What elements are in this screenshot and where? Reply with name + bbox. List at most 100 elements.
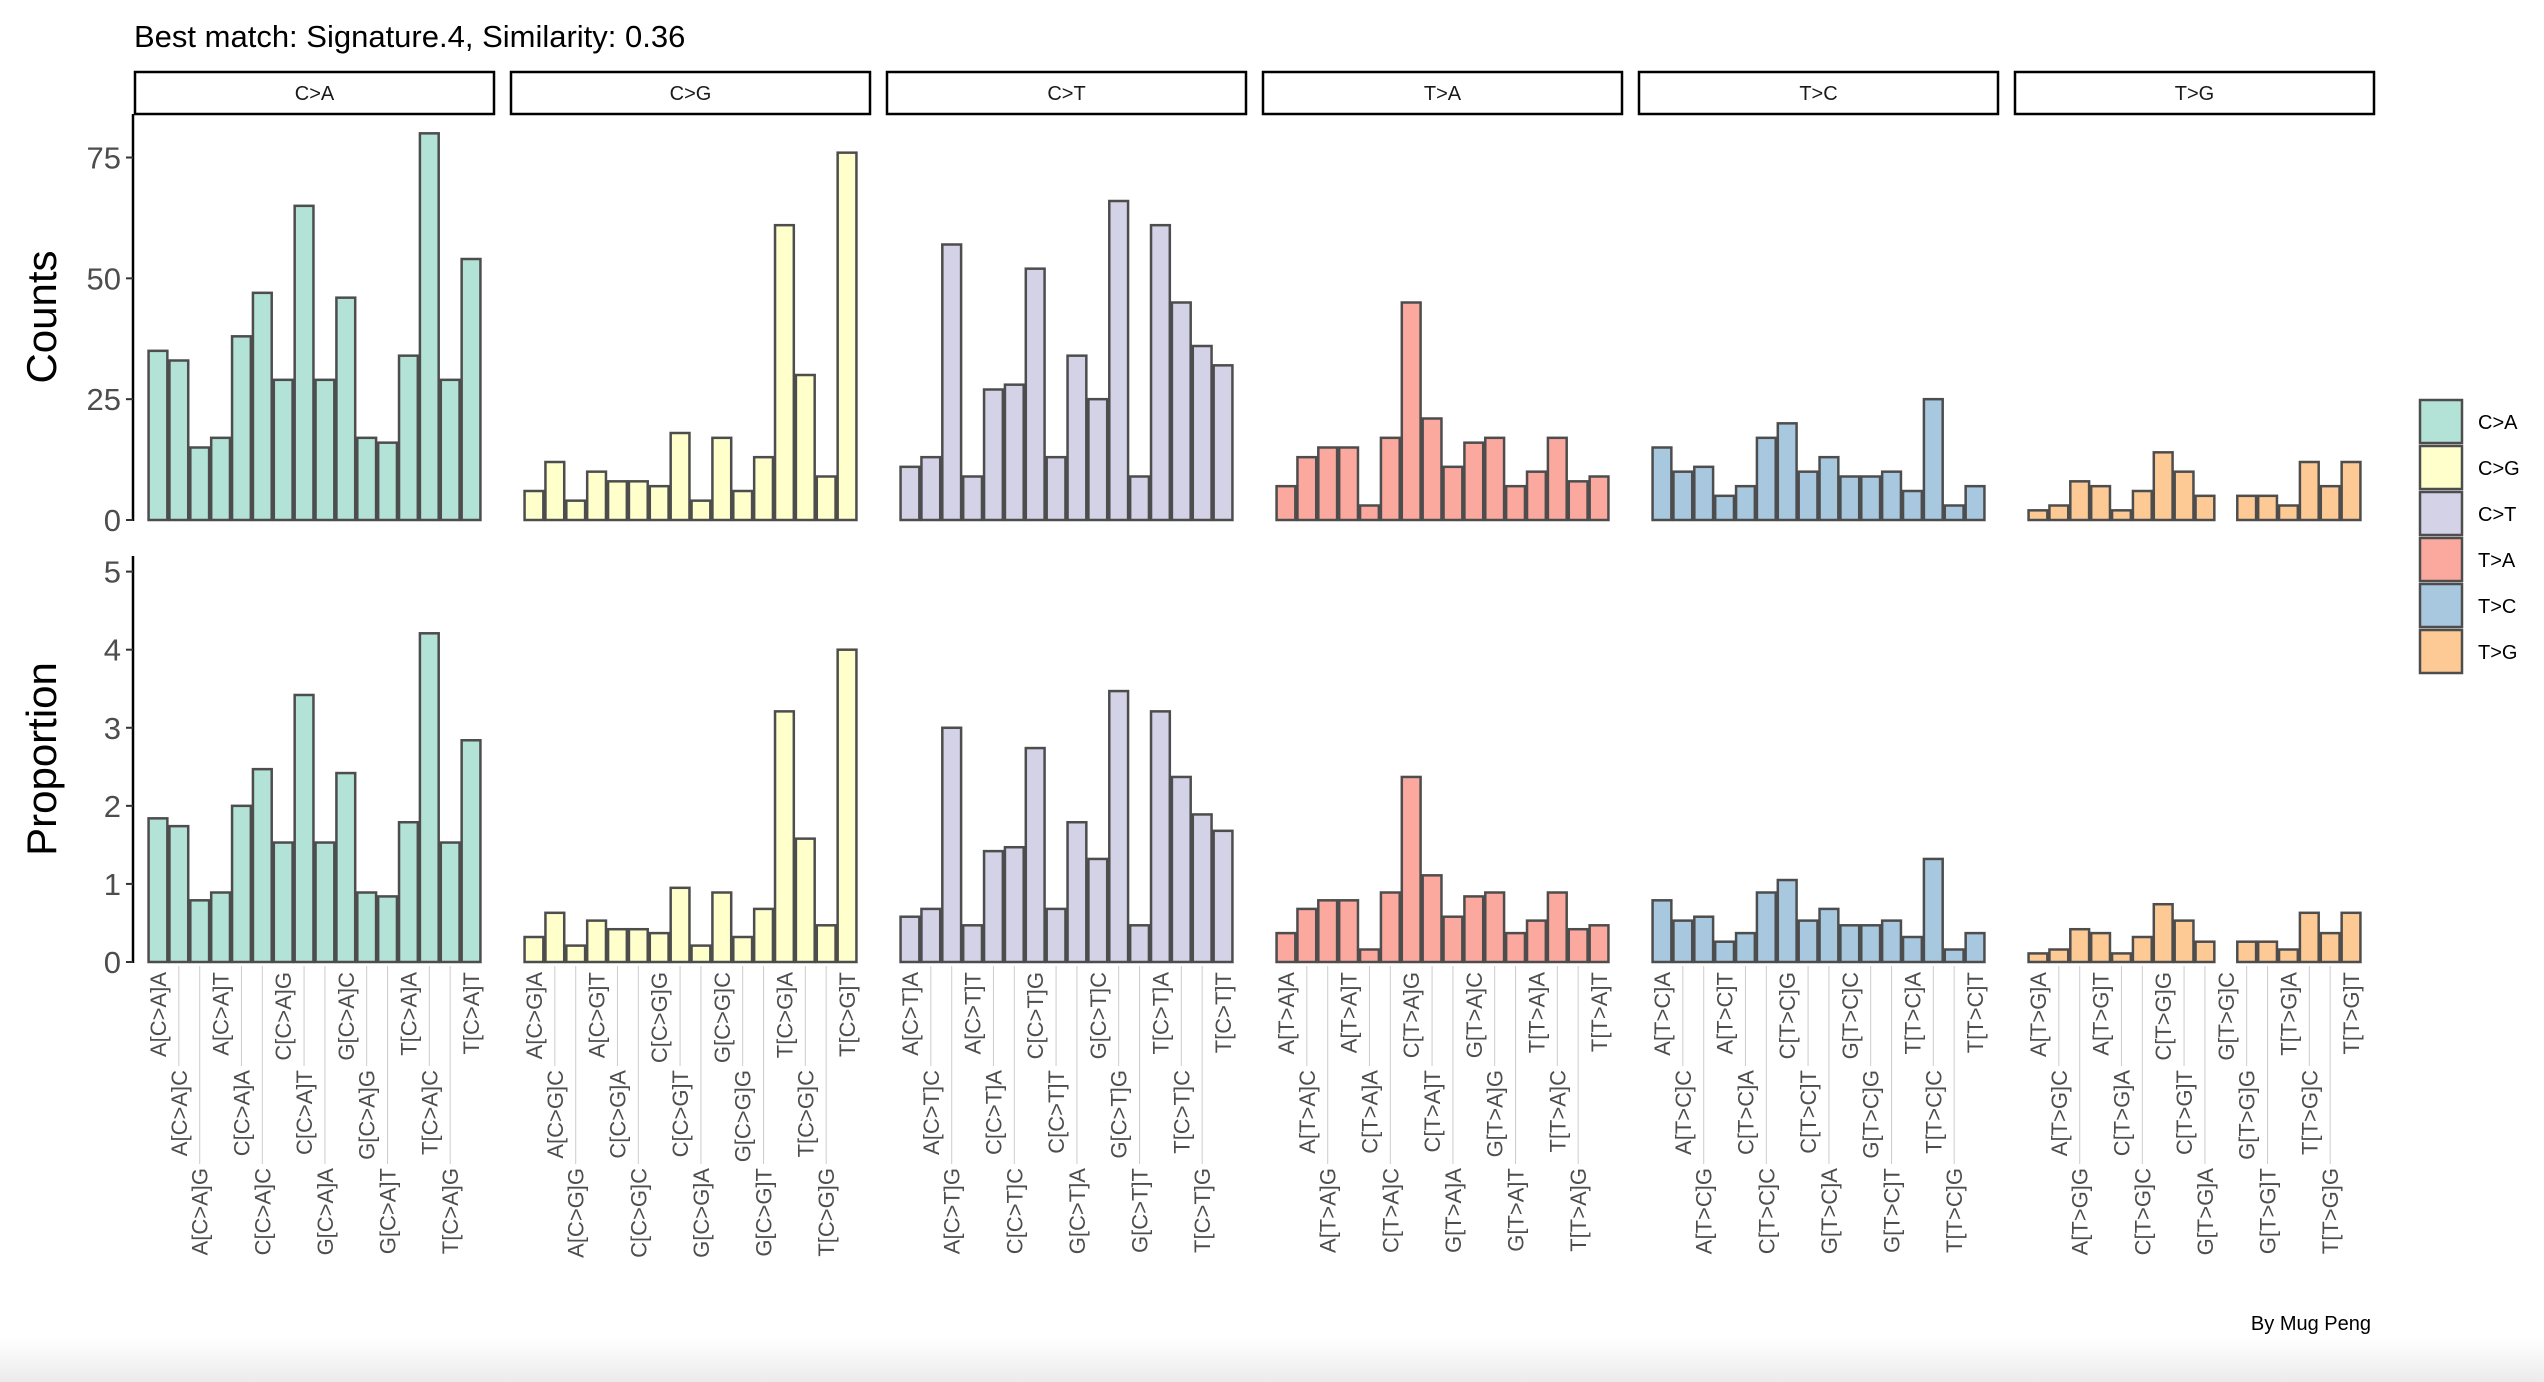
legend-label: C>G: [2478, 458, 2520, 480]
bar: [147, 817, 169, 964]
bar: [544, 911, 566, 964]
x-tick-label: G[T>A]G: [1483, 1070, 1508, 1157]
bar: [606, 927, 629, 964]
proportion-panel: 0 1 2 3 4 5 Proportion A[C>A]A A[C>A]C A[C>A]G A[C…: [18, 555, 2364, 1258]
bar: [1588, 475, 1610, 522]
bar: [2277, 948, 2300, 964]
legend-swatch: [2418, 628, 2464, 675]
bar: [2069, 480, 2091, 522]
bar: [1191, 813, 1213, 964]
bar: [1734, 484, 1757, 522]
bar: [2298, 911, 2320, 964]
bar: [2089, 484, 2112, 522]
bar: [189, 446, 211, 522]
facet-strips: C>A C>G C>T T>A T>C T>G: [133, 70, 2376, 116]
bar: [1337, 899, 1360, 964]
legend: C>A C>G C>T T>A T>C T>G: [2418, 398, 2520, 675]
legend-swatch: [2418, 398, 2464, 445]
bar: [2027, 952, 2049, 964]
bar: [565, 944, 587, 964]
bar: [1108, 689, 1130, 964]
bar: [1567, 480, 1589, 522]
bar: [941, 726, 963, 964]
x-tick-label: A[C>A]G: [188, 1168, 213, 1255]
y-tick-label: 0: [104, 945, 121, 980]
bar: [1818, 907, 1840, 964]
bar: [899, 465, 921, 522]
bar: [1880, 919, 1903, 964]
bar: [920, 907, 942, 964]
x-tick-label: T[C>T]C: [1169, 1070, 1194, 1154]
x-tick-label: T[T>A]A: [1524, 972, 1549, 1054]
facet-strip-label: T>G: [2175, 83, 2214, 105]
y-tick-label: 2: [104, 789, 121, 824]
bar: [1901, 935, 1924, 964]
bottom-shadow: [0, 1338, 2544, 1382]
bar: [314, 841, 336, 964]
x-tick-label: C[T>C]G: [1775, 972, 1800, 1059]
bar: [565, 499, 587, 522]
bar: [1087, 397, 1109, 522]
x-tick-label: A[C>T]A: [898, 972, 923, 1056]
bar: [1651, 899, 1673, 964]
bar: [920, 455, 942, 522]
x-tick-label: C[C>G]C: [626, 1168, 651, 1258]
x-tick-label: C[T>A]T: [1420, 1070, 1445, 1153]
y-tick-label: 75: [87, 141, 121, 176]
x-tick-label: A[C>G]A: [522, 972, 547, 1060]
bar: [2319, 931, 2341, 964]
bar: [1943, 504, 1965, 522]
x-tick-label: T[T>C]A: [1900, 972, 1925, 1055]
bar: [1317, 446, 1339, 522]
bar: [2236, 494, 2258, 522]
x-tick-label: A[T>G]G: [2068, 1168, 2093, 1255]
bar: [439, 378, 461, 522]
bar: [648, 931, 670, 964]
x-tick-label: C[C>G]A: [605, 1070, 630, 1159]
bar: [1421, 417, 1443, 522]
bar: [2194, 940, 2216, 964]
x-tick-label: T[T>G]T: [2339, 972, 2364, 1055]
x-tick-label: C[T>G]C: [2130, 1168, 2155, 1256]
x-tick-label: G[C>G]T: [752, 1168, 777, 1257]
bar: [1797, 919, 1819, 964]
bar: [1442, 465, 1464, 522]
bar: [1087, 857, 1109, 964]
bar: [418, 132, 440, 522]
bar: [711, 436, 733, 522]
bar: [1693, 465, 1715, 522]
x-tick-label: A[C>T]G: [940, 1168, 965, 1254]
bar: [1149, 223, 1172, 522]
x-tick-label: G[C>A]C: [334, 972, 359, 1061]
bar: [1442, 915, 1464, 964]
bar: [1504, 484, 1527, 522]
bar: [2340, 911, 2362, 964]
bar: [1463, 441, 1485, 522]
x-tick-label: T[C>G]A: [772, 972, 797, 1059]
facet-strip: [509, 70, 872, 116]
bar: [1734, 931, 1757, 964]
bar: [1296, 455, 1318, 522]
bar: [314, 378, 336, 522]
legend-label: T>C: [2478, 596, 2516, 618]
facet-strip-label: T>A: [1424, 83, 1462, 105]
y-tick-label: 3: [104, 711, 121, 746]
legend-swatch: [2418, 490, 2464, 537]
legend-label: C>A: [2478, 412, 2518, 434]
y-tick-label: 25: [87, 382, 121, 417]
bar: [460, 739, 482, 964]
bar: [1964, 931, 1986, 964]
bar: [2048, 504, 2070, 522]
bar: [1128, 475, 1151, 522]
bar: [293, 204, 315, 522]
bar: [1672, 919, 1694, 964]
bar: [1358, 504, 1381, 522]
bar: [230, 804, 253, 964]
y-tick-label: 1: [104, 867, 121, 902]
x-tick-label: A[C>A]A: [146, 972, 171, 1057]
bar: [1024, 267, 1046, 522]
bar: [1066, 354, 1088, 522]
x-tick-label: G[T>G]T: [2256, 1168, 2281, 1254]
x-tick-label: A[T>A]G: [1316, 1168, 1341, 1253]
x-tick-label: G[T>C]A: [1817, 1168, 1842, 1255]
